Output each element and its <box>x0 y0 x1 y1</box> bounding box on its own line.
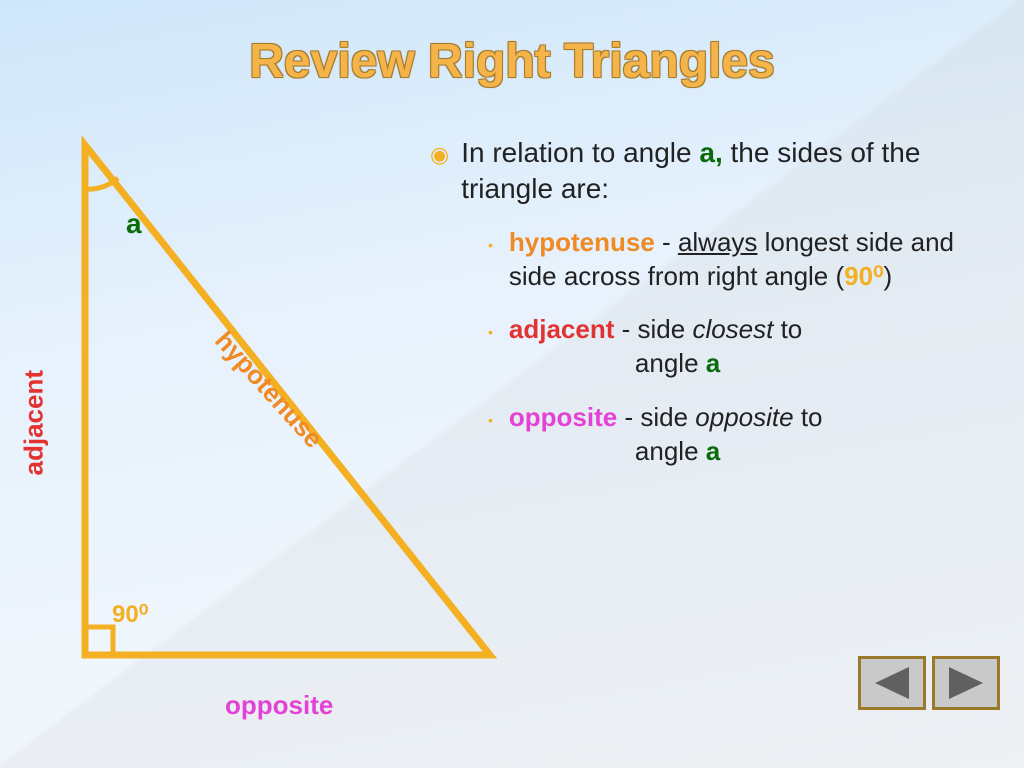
ninety-inline: 90⁰ <box>844 261 883 291</box>
closest-text: closest <box>692 314 773 344</box>
sub-item-adjacent: • adjacent - side closest to angle a <box>488 313 995 381</box>
line2-a: a <box>706 436 720 466</box>
rest1: to <box>794 402 823 432</box>
dash: - <box>655 227 678 257</box>
bullet-sub-icon: • <box>488 236 493 294</box>
dash: - side <box>614 314 692 344</box>
bullet-main-icon: ◉ <box>430 141 449 170</box>
angle-a-arc <box>85 178 118 189</box>
bullet-sub-icon: • <box>488 323 493 381</box>
nav-forward-button[interactable] <box>932 656 1000 710</box>
line2-a: a <box>706 348 720 378</box>
right-angle-square <box>85 627 113 655</box>
page-title: Review Right Triangles <box>0 34 1024 89</box>
opposite-word: opposite <box>695 402 793 432</box>
sub-item-opposite: • opposite - side opposite to angle a <box>488 401 995 469</box>
opposite-side-label: opposite <box>225 690 333 721</box>
intro-a: a <box>699 137 715 168</box>
sub-text: opposite - side opposite to angle a <box>509 401 995 469</box>
intro-text: In relation to angle a, the sides of the… <box>461 135 995 208</box>
sub-text: hypotenuse - always longest side and sid… <box>509 226 995 294</box>
angle-a-label: a <box>126 208 142 240</box>
dash: - side <box>617 402 695 432</box>
triangle-svg <box>20 130 500 730</box>
triangle-diagram: a 90⁰ adjacent opposite hypotenuse <box>20 130 500 690</box>
always-text: always <box>678 227 757 257</box>
sub-text: adjacent - side closest to angle a <box>509 313 995 381</box>
term-hypotenuse: hypotenuse <box>509 227 655 257</box>
nav-buttons <box>858 656 1000 710</box>
line2: angle a <box>509 435 995 469</box>
sub-list: • hypotenuse - always longest side and s… <box>488 226 995 469</box>
intro-line: ◉ In relation to angle a, the sides of t… <box>430 135 995 208</box>
arrow-right-icon <box>935 659 997 707</box>
line2-pre: angle <box>635 348 706 378</box>
sub-item-hypotenuse: • hypotenuse - always longest side and s… <box>488 226 995 294</box>
arrow-left-icon <box>861 659 923 707</box>
rest2: ) <box>884 261 893 291</box>
line2-pre: angle <box>635 436 706 466</box>
nav-back-button[interactable] <box>858 656 926 710</box>
bullet-sub-icon: • <box>488 411 493 469</box>
line2: angle a <box>509 347 995 381</box>
term-opposite: opposite <box>509 402 617 432</box>
intro-comma: , <box>715 137 731 168</box>
intro-pre: In relation to angle <box>461 137 699 168</box>
adjacent-side-label: adjacent <box>19 370 50 476</box>
ninety-label: 90⁰ <box>112 600 148 629</box>
rest1: to <box>773 314 802 344</box>
content-body: ◉ In relation to angle a, the sides of t… <box>430 135 995 489</box>
term-adjacent: adjacent <box>509 314 615 344</box>
